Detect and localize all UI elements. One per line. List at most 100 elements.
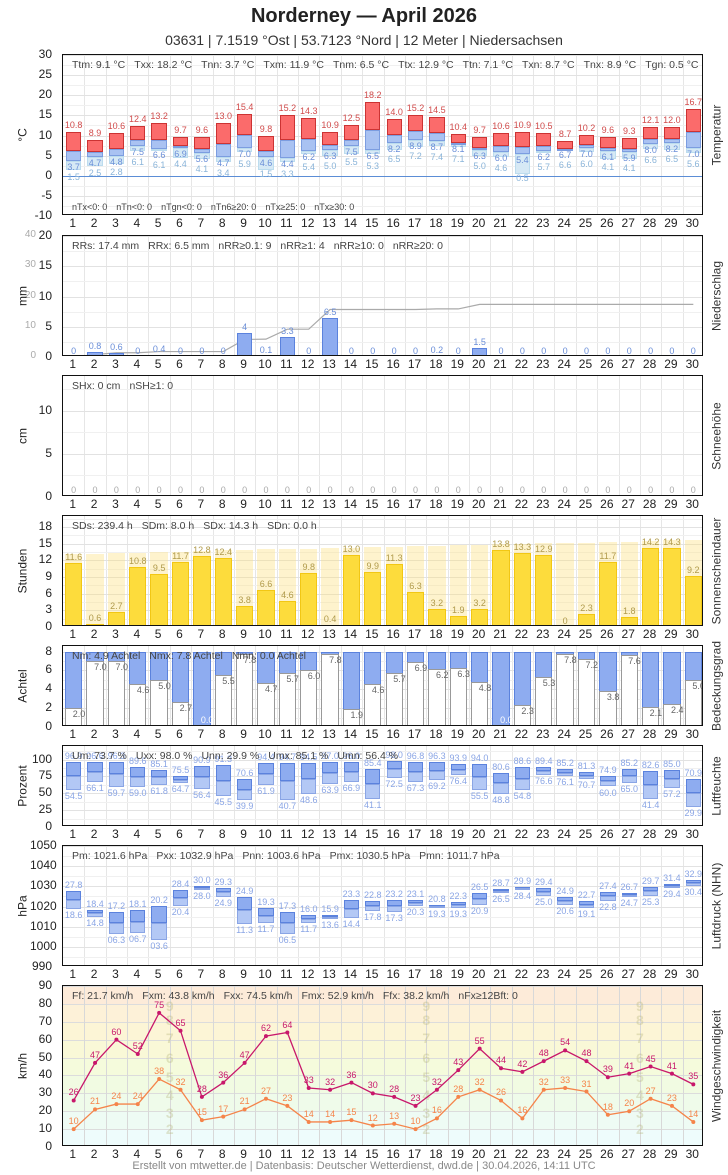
x-tick-label: 6 <box>176 827 183 841</box>
summary-stats-bottom: nTx<0: 0 nTn<0: 0 nTgn<0: 0 nTn6≥20: 0 nTx≥2… <box>63 202 354 212</box>
x-tick-label: 14 <box>343 216 358 230</box>
precip-label: 0 <box>178 346 184 356</box>
humidity-max-label: 85.1 <box>150 758 168 769</box>
grid-line <box>533 646 535 725</box>
snow-label: 0 <box>562 485 568 495</box>
humidity-max-label: 85.0 <box>663 758 681 769</box>
grid-line <box>298 236 300 355</box>
humidity-lower-bar <box>450 769 466 776</box>
x-tick-label: 23 <box>536 216 550 230</box>
x-tick-label: 12 <box>301 627 315 641</box>
humidity-lower-bar <box>493 783 509 795</box>
grid-line <box>63 618 702 620</box>
precip-label: 0 <box>583 346 589 356</box>
grid-line <box>84 516 86 625</box>
y-tick-label: 40 <box>38 1067 52 1082</box>
tmin-label: 6.2 <box>537 151 550 162</box>
possible-sunshine-bar <box>428 545 446 625</box>
mean-wind-label: 10 <box>410 1116 421 1127</box>
y-tick-label: 0 <box>45 1139 52 1153</box>
grid-line <box>63 784 702 786</box>
summary-stats: Ttm: 9.1 °C Txx: 18.2 °C Tnn: 3.7 °C Txm: 1… <box>63 59 698 71</box>
cloud-label: 7.8 <box>564 654 577 665</box>
x-tick-label: 30 <box>685 357 699 371</box>
grid-line <box>127 986 129 1145</box>
x-tick-label: 5 <box>154 497 162 511</box>
grid-line <box>148 646 150 725</box>
grid-line <box>63 793 702 795</box>
pressure-upper-bar <box>236 896 253 911</box>
tmax-bar <box>87 139 103 153</box>
x-tick-label: 30 <box>685 967 699 981</box>
stat-item: Tnn: 3.7 °C <box>201 59 255 71</box>
stat-item: nFx≥12Bft: 0 <box>458 990 518 1002</box>
tmin-bar <box>66 150 82 161</box>
clear-sky-bar <box>278 673 297 725</box>
tmin-bar <box>450 142 466 145</box>
tmax-label: 8.7 <box>558 128 572 139</box>
grid-line <box>63 1003 702 1005</box>
pressure-max-label: 15.9 <box>321 903 339 914</box>
snow-label: 0 <box>156 485 162 495</box>
grid-line <box>148 516 150 625</box>
tmax-label: 14.5 <box>428 105 446 116</box>
grid-line <box>447 236 449 355</box>
precip-bar <box>236 332 253 355</box>
sunshine-bar <box>86 623 104 625</box>
pressure-upper-bar <box>600 891 616 897</box>
x-tick-label: 4 <box>133 357 141 371</box>
sunshine-bar <box>300 572 318 625</box>
y-tick-label: 0 <box>45 819 52 833</box>
tmin-label: 4.7 <box>216 157 230 168</box>
beaufort-band <box>63 1039 702 1058</box>
pressure-lower-bar <box>172 897 189 906</box>
pressure-max-label: 20.8 <box>428 893 446 904</box>
x-tick-label: 2 <box>90 967 98 981</box>
stat-item: nTgn<0: 0 <box>161 202 202 212</box>
x-tick-label: 9 <box>240 497 247 511</box>
grid-line <box>554 55 556 214</box>
x-tick-label: 3 <box>112 627 119 641</box>
cloud-bar <box>492 651 510 725</box>
y2-tick-label: 10 <box>24 319 36 331</box>
y-tick-label: 0 <box>45 719 52 733</box>
pressure-min-label: 20.3 <box>406 906 425 917</box>
x-tick-label: 5 <box>154 967 162 981</box>
snow-label: 0 <box>477 485 483 495</box>
x-tick-label: 14 <box>343 1147 358 1161</box>
x-tick-label: 9 <box>240 727 247 741</box>
ground-min-bar <box>386 142 402 150</box>
x-tick-label: 27 <box>621 627 635 641</box>
tmax-bar <box>450 133 466 143</box>
x-tick-label: 5 <box>154 627 162 641</box>
humidity-max-label: 89.6 <box>129 755 147 766</box>
x-tick-label: 6 <box>176 216 183 230</box>
x-tick-label: 2 <box>90 216 98 230</box>
grid-line <box>447 55 449 214</box>
ground-min-bar <box>87 156 103 166</box>
grid-line <box>63 856 702 858</box>
grid-line <box>597 376 599 495</box>
y-axis-label: °C <box>15 127 29 142</box>
grid-line <box>276 516 278 625</box>
tmax-bar <box>621 138 637 150</box>
grid-line <box>63 896 702 898</box>
sunshine-bar <box>214 558 232 625</box>
pressure-max-label: 24.9 <box>556 885 574 896</box>
beaufort-number: 2 <box>165 1121 174 1138</box>
x-tick-label: 10 <box>258 216 272 230</box>
grid-line <box>84 376 86 495</box>
pressure-upper-bar <box>258 907 274 916</box>
precip-label: 0 <box>626 346 632 356</box>
x-tick-label: 22 <box>514 216 529 230</box>
y-tick-label: 30 <box>38 1085 52 1100</box>
humidity-min-label: 72.5 <box>385 779 403 790</box>
precip-label: 1.5 <box>473 336 486 347</box>
x-tick-label: 9 <box>240 1147 247 1161</box>
humidity-max-label: 93.9 <box>449 752 468 763</box>
tmin-label: 7.0 <box>238 148 251 159</box>
mean-wind-label: 31 <box>581 1078 592 1089</box>
tmax-label: 15.2 <box>406 102 425 113</box>
grid-line <box>63 818 702 820</box>
clear-sky-bar <box>321 653 339 725</box>
